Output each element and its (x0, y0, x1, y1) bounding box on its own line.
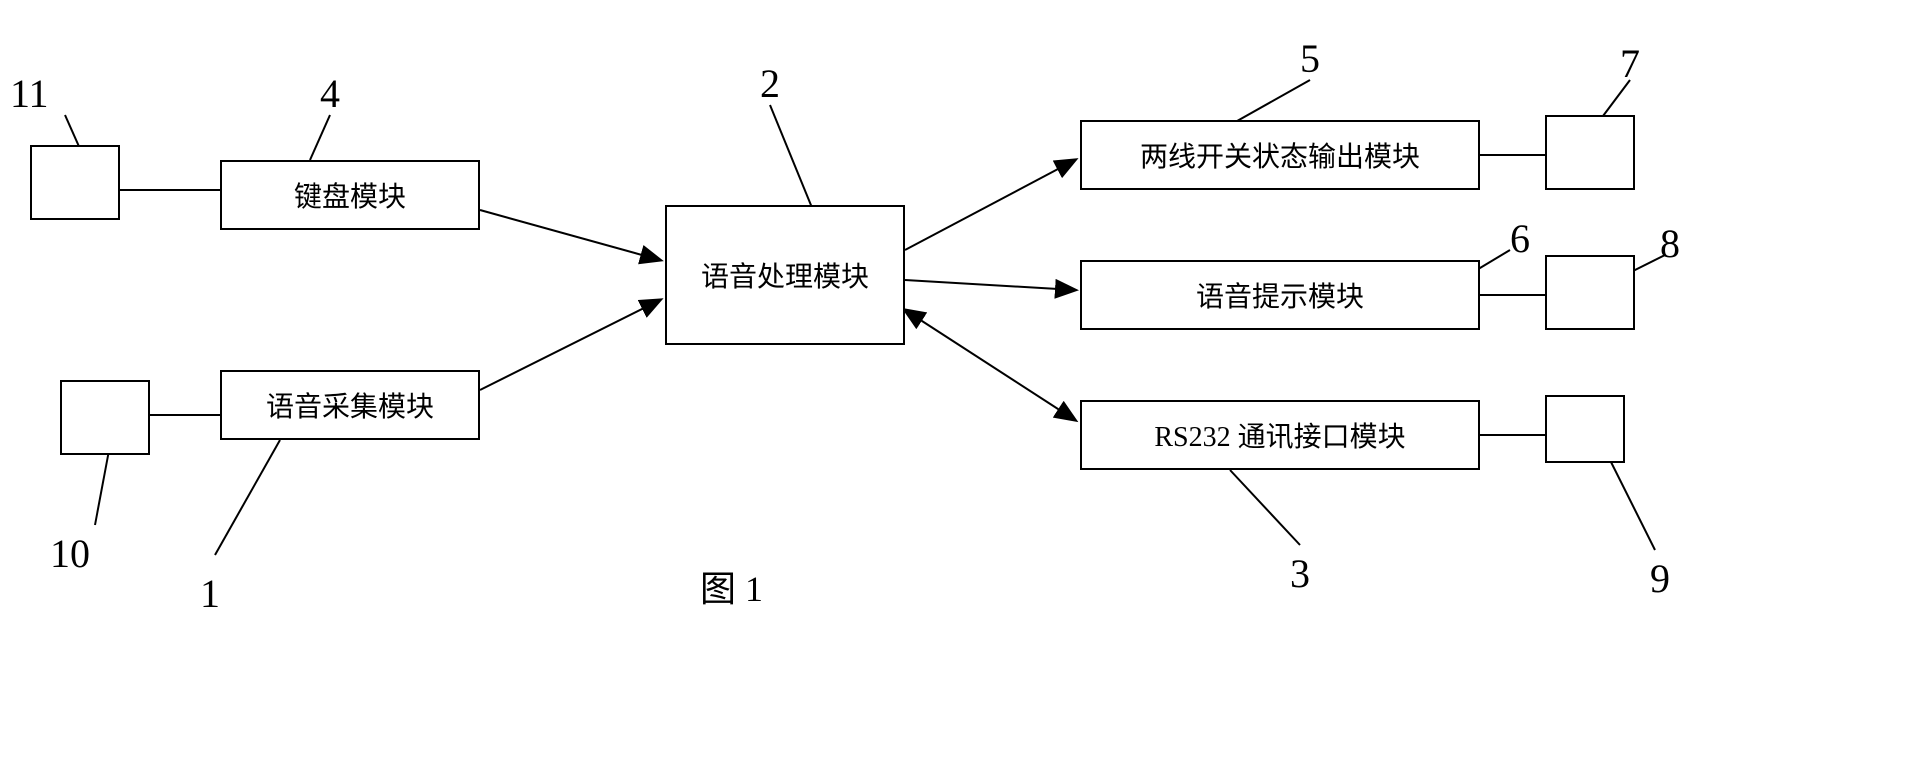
label-7: 7 (1620, 40, 1640, 87)
small-box-10 (60, 380, 150, 455)
label-8: 8 (1660, 220, 1680, 267)
switch-output-module-label: 两线开关状态输出模块 (1140, 135, 1420, 175)
small-box-7 (1545, 115, 1635, 190)
small-box-9 (1545, 395, 1625, 463)
voice-process-module-box: 语音处理模块 (665, 205, 905, 345)
label-11: 11 (10, 70, 49, 117)
label-9: 9 (1650, 555, 1670, 602)
rs232-module-box: RS232 通讯接口模块 (1080, 400, 1480, 470)
rs232-module-label: RS232 通讯接口模块 (1154, 415, 1405, 455)
label-2: 2 (760, 60, 780, 107)
label-6: 6 (1510, 215, 1530, 262)
label-10: 10 (50, 530, 90, 577)
voice-collect-module-box: 语音采集模块 (220, 370, 480, 440)
label-3: 3 (1290, 550, 1310, 597)
small-box-11 (30, 145, 120, 220)
small-box-8 (1545, 255, 1635, 330)
voice-prompt-module-label: 语音提示模块 (1196, 275, 1364, 315)
switch-output-module-box: 两线开关状态输出模块 (1080, 120, 1480, 190)
figure-caption: 图 1 (700, 560, 763, 612)
voice-collect-module-label: 语音采集模块 (266, 385, 434, 425)
voice-prompt-module-box: 语音提示模块 (1080, 260, 1480, 330)
label-1: 1 (200, 570, 220, 617)
keyboard-module-label: 键盘模块 (294, 175, 406, 215)
voice-process-module-label: 语音处理模块 (701, 255, 869, 295)
label-4: 4 (320, 70, 340, 117)
label-5: 5 (1300, 35, 1320, 82)
keyboard-module-box: 键盘模块 (220, 160, 480, 230)
